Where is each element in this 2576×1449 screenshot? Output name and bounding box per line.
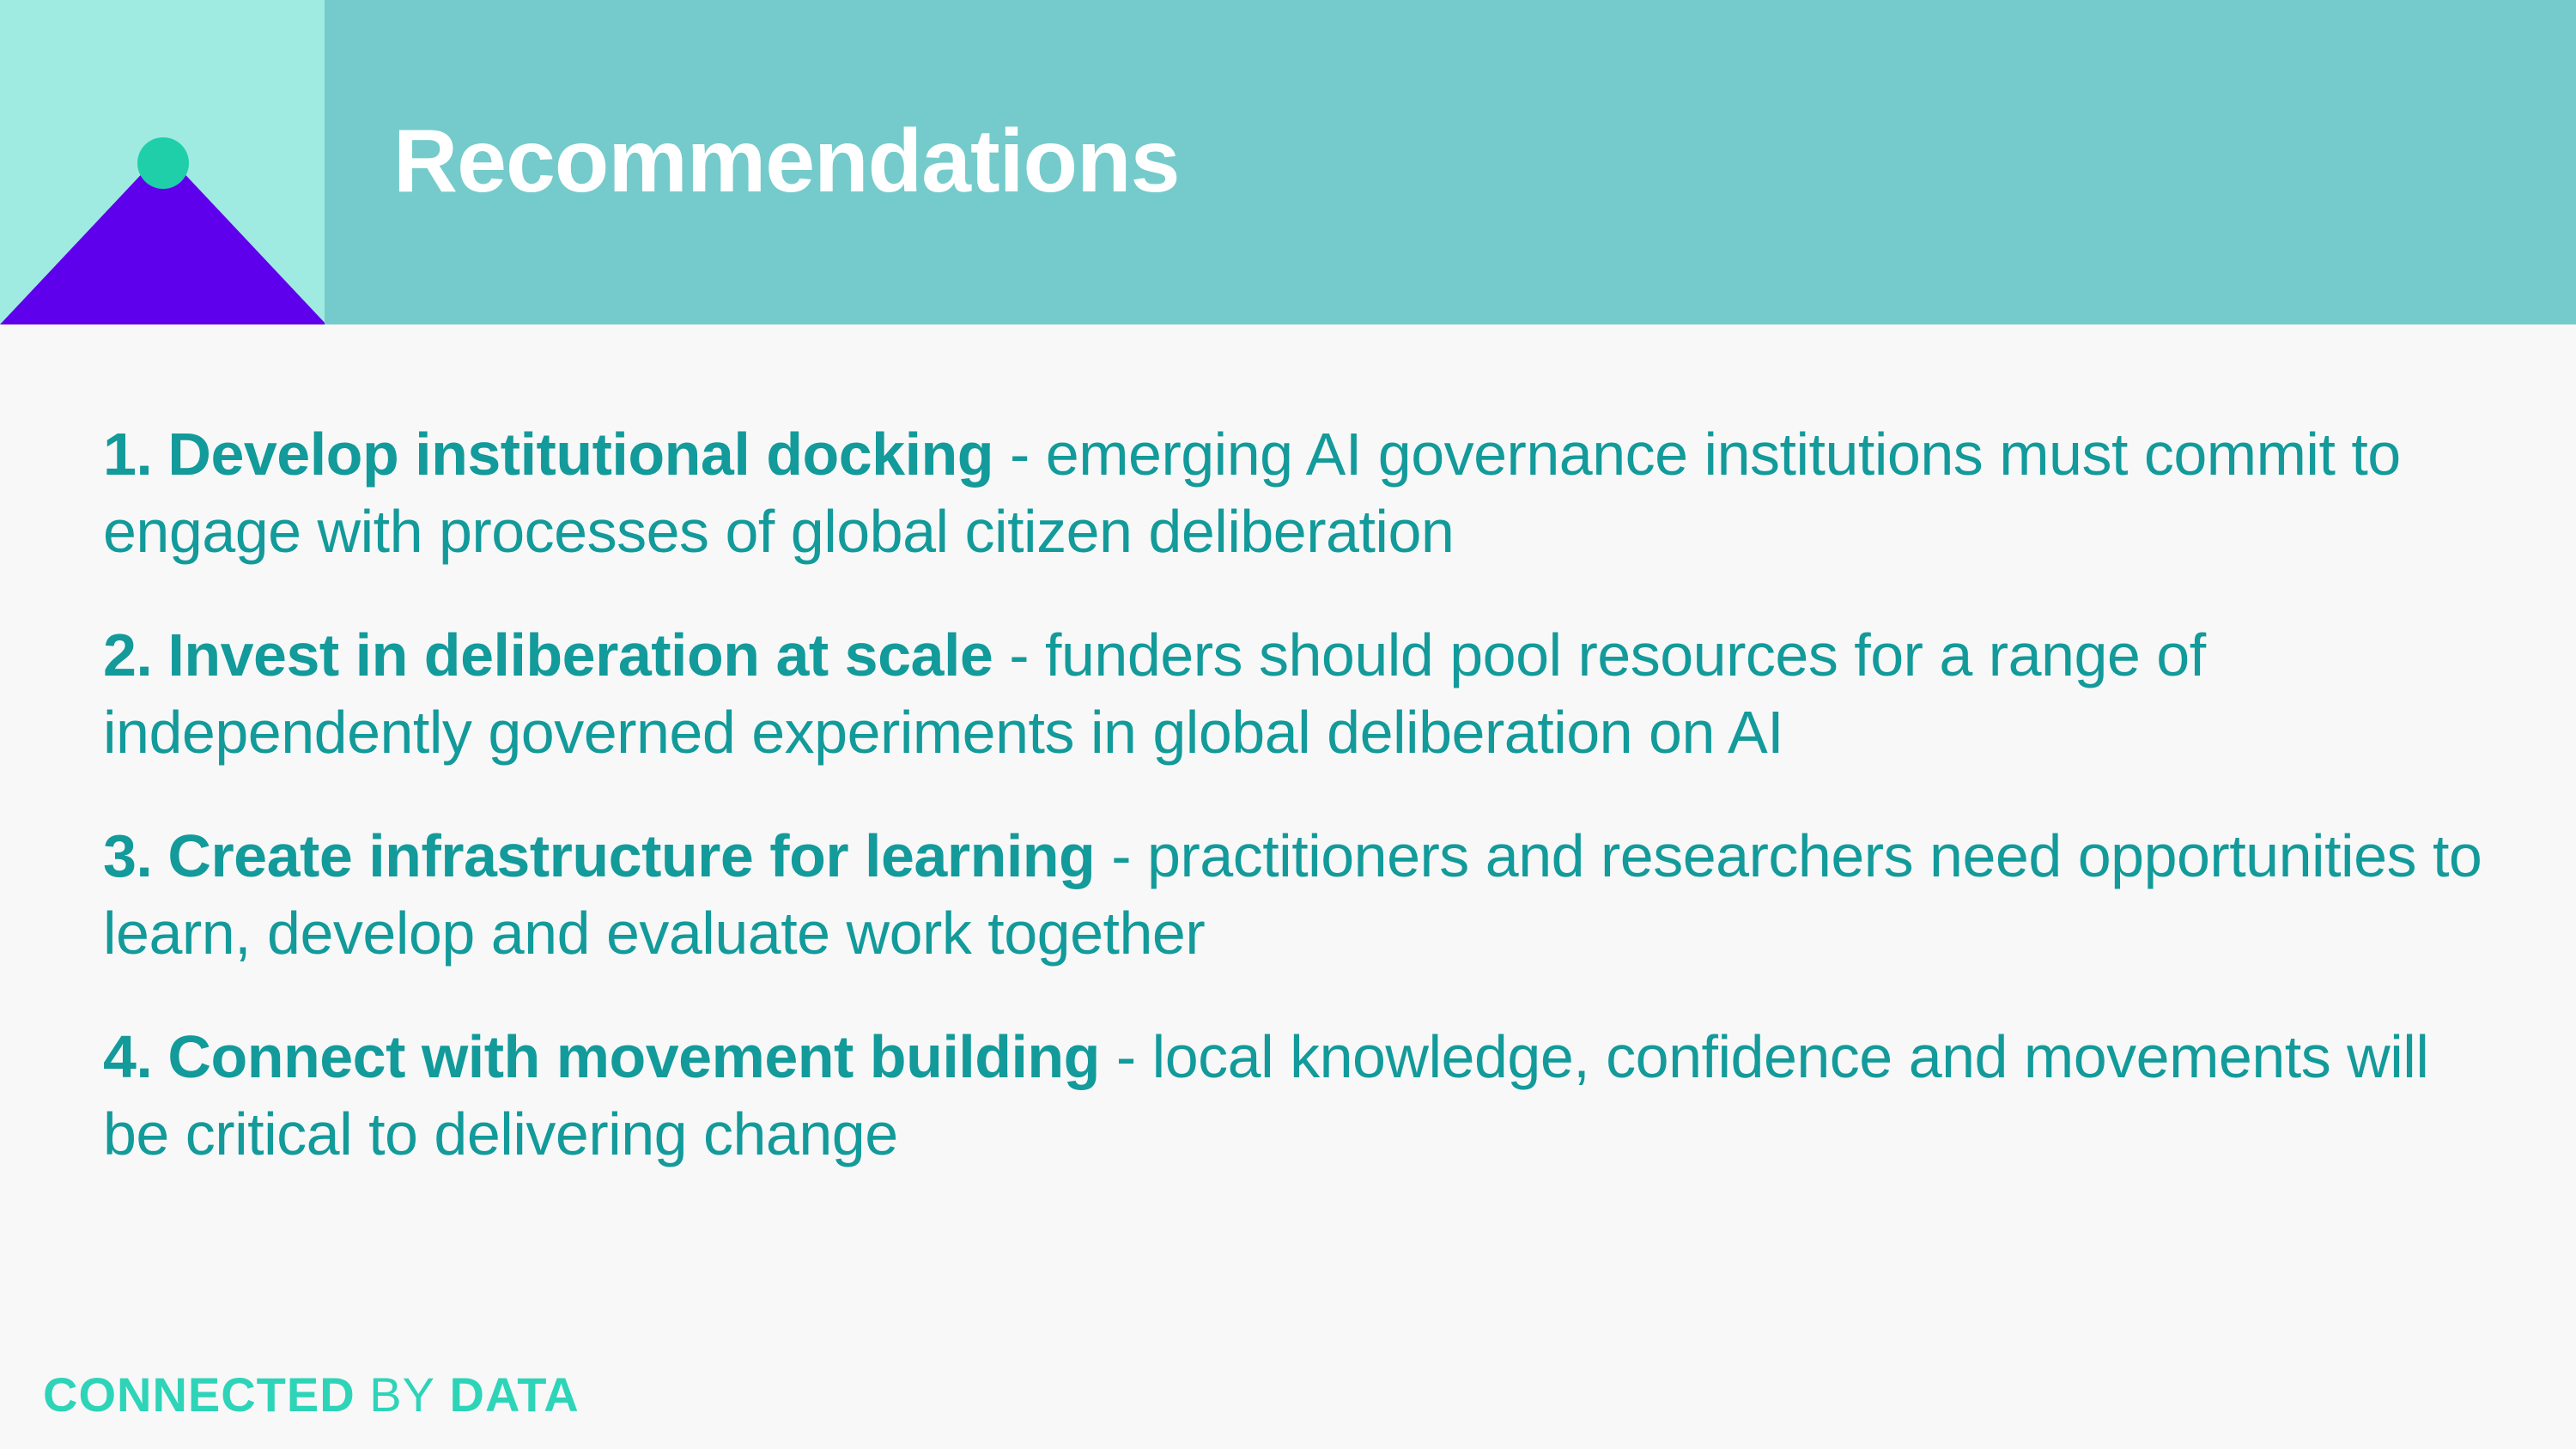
recommendation-item-3: 3. Create infrastructure for learning - p…: [103, 817, 2490, 972]
page-title: Recommendations: [393, 112, 1180, 211]
brand-connected: CONNECTED: [43, 1367, 355, 1422]
recommendation-number: 2.: [103, 621, 153, 688]
mountain-dot-icon: [0, 137, 325, 324]
recommendations-list: 1. Develop institutional docking - emergi…: [103, 415, 2490, 1219]
recommendation-text: - emerging AI governance institutions mu…: [103, 421, 2401, 565]
logo-dot: [137, 137, 189, 189]
brand-wordmark: CONNECTED BY DATA: [43, 1365, 580, 1425]
recommendation-heading: Develop institutional docking: [167, 421, 994, 488]
recommendation-heading: Connect with movement building: [167, 1023, 1100, 1090]
recommendation-text: - local knowledge, confidence and moveme…: [103, 1023, 2429, 1167]
brand-data: DATA: [449, 1367, 580, 1422]
logo-triangle: [0, 151, 325, 324]
recommendation-item-1: 1. Develop institutional docking - emergi…: [103, 415, 2490, 570]
recommendation-text: - funders should pool resources for a ra…: [103, 621, 2206, 766]
recommendation-number: 4.: [103, 1023, 153, 1090]
recommendation-heading: Create infrastructure for learning: [167, 822, 1096, 889]
recommendation-item-4: 4. Connect with movement building - local…: [103, 1018, 2490, 1173]
recommendation-item-2: 2. Invest in deliberation at scale - fund…: [103, 616, 2490, 771]
brand-by: BY: [369, 1367, 435, 1422]
recommendation-heading: Invest in deliberation at scale: [167, 621, 993, 688]
recommendation-number: 3.: [103, 822, 153, 889]
logo-tile: [0, 0, 325, 324]
header-band: [0, 0, 2576, 324]
recommendation-number: 1.: [103, 421, 153, 488]
recommendation-text: - practitioners and researchers need opp…: [103, 822, 2482, 967]
